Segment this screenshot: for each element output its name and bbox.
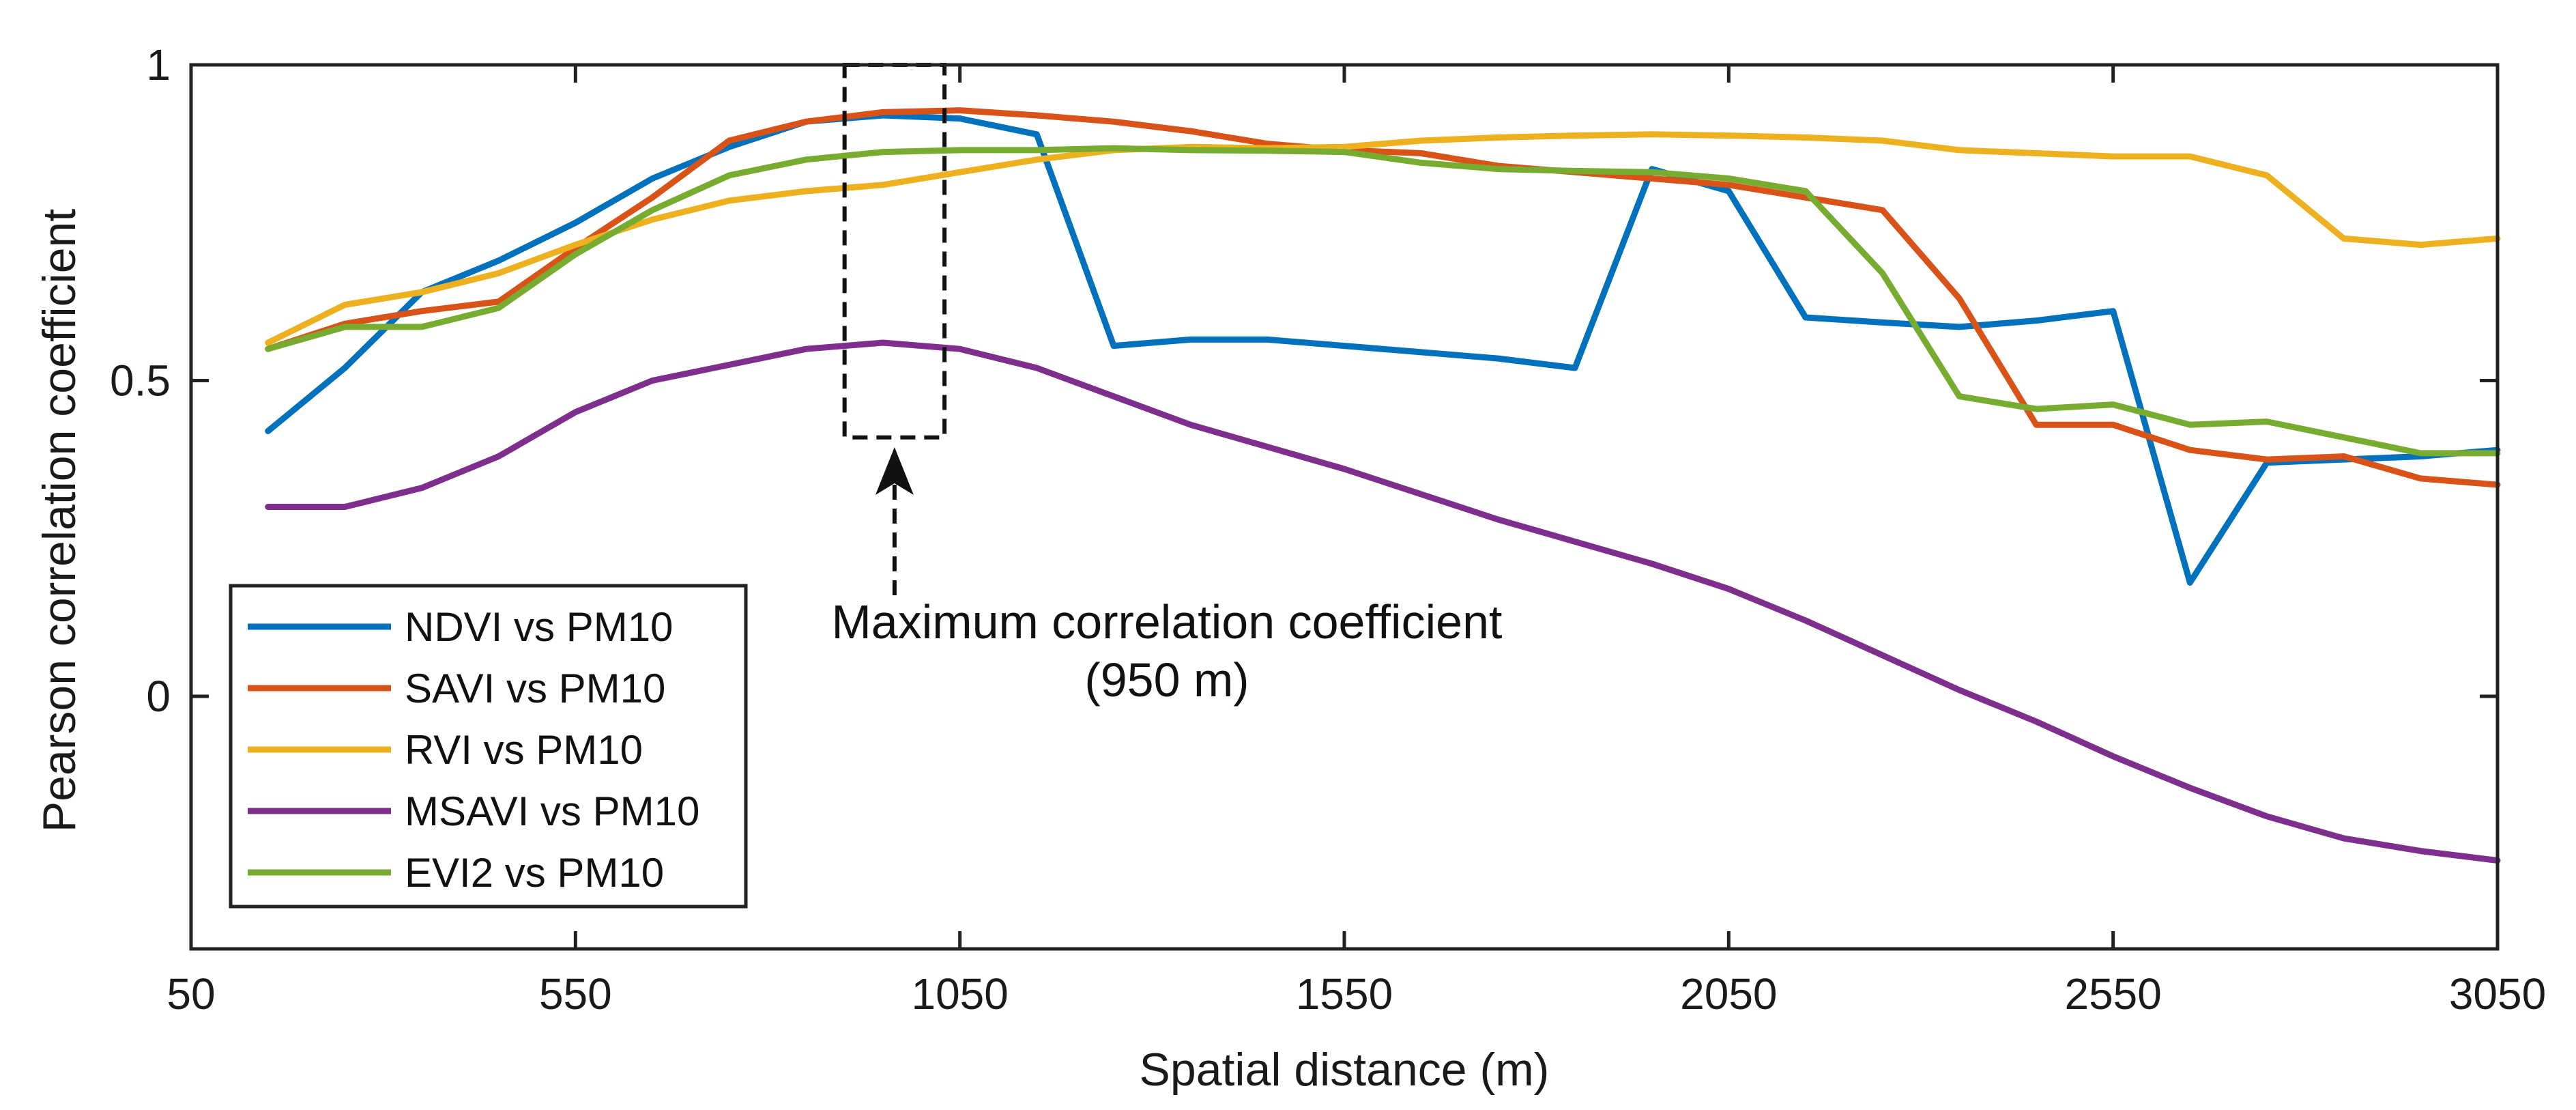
x-axis-label: Spatial distance (m): [1140, 1044, 1550, 1096]
legend-label-msavi: MSAVI vs PM10: [405, 788, 699, 834]
x-tick-label: 2050: [1680, 969, 1777, 1019]
series-line-savi: [265, 107, 2501, 488]
annotation-subtext: (950 m): [1084, 653, 1249, 707]
x-tick-label: 50: [167, 969, 215, 1019]
annotation-arrow-head: [875, 447, 914, 495]
y-tick-label: 0.5: [110, 356, 171, 405]
legend-label-savi: SAVI vs PM10: [405, 666, 665, 711]
series-line-ndvi: [265, 112, 2501, 586]
x-tick-label: 1050: [911, 969, 1008, 1019]
x-tick-label: 1550: [1296, 969, 1393, 1019]
legend-label-rvi: RVI vs PM10: [405, 727, 643, 773]
legend-label-ndvi: NDVI vs PM10: [405, 604, 673, 650]
y-tick-label: 1: [146, 40, 171, 89]
series-line-rvi: [265, 131, 2501, 346]
x-tick-label: 2550: [2064, 969, 2161, 1019]
y-tick-label: 0: [146, 672, 171, 721]
series-line-msavi: [265, 339, 2501, 864]
legend-items: NDVI vs PM10 SAVI vs PM10 RVI vs PM10 MSAVI…: [248, 604, 699, 896]
x-tick-label: 3050: [2449, 969, 2546, 1019]
y-axis-label: Pearson correlation coefficient: [33, 209, 85, 833]
series-line-evi2: [265, 145, 2501, 457]
annotation-text: Maximum correlation coefficient: [832, 595, 1503, 649]
legend-label-evi2: EVI2 vs PM10: [405, 850, 664, 896]
legend: NDVI vs PM10 SAVI vs PM10 RVI vs PM10 MSAVI…: [229, 584, 748, 909]
ticks-layer: [189, 63, 2500, 949]
x-tick-label: 550: [539, 969, 612, 1019]
series-layer: [265, 107, 2501, 864]
legend-box: [229, 584, 748, 909]
tick-labels-layer: 50 550 1050 1550 2050 2550 3050 0 0.5 1: [110, 40, 2546, 1019]
